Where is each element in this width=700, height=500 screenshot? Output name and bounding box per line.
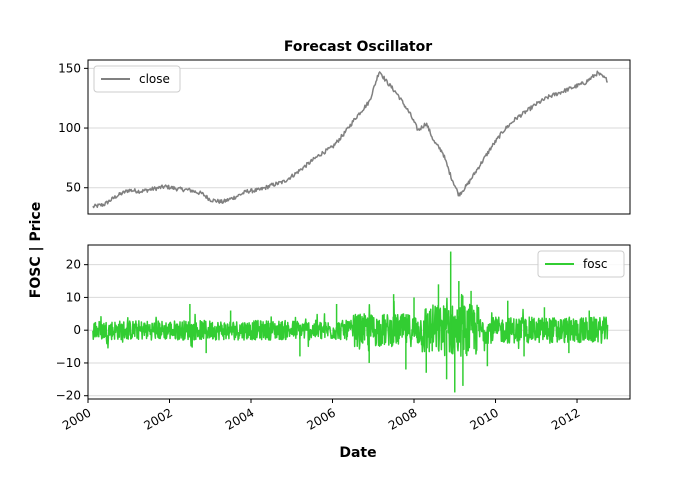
fosc-ytick-label: 10 [66, 290, 81, 304]
x-tick-label: 2010 [468, 405, 501, 432]
fosc-ytick-label: −10 [56, 356, 81, 370]
fosc-ytick-label: 0 [73, 323, 81, 337]
price-ytick-label: 150 [58, 61, 81, 75]
x-tick-label: 2006 [305, 405, 338, 432]
x-tick-label: 2004 [223, 405, 256, 432]
x-tick-label: 2000 [60, 405, 93, 432]
price-legend-box [93, 65, 181, 93]
chart-title: Forecast Oscillator [284, 39, 432, 55]
price-panel: 50 100 150 close [58, 59, 631, 215]
fosc-series-line [92, 293, 609, 357]
fosc-ytick-label: −20 [56, 389, 81, 403]
fosc-legend-box [537, 250, 625, 278]
price-ytick-label: 100 [58, 121, 81, 135]
fosc-axes-frame [87, 244, 631, 400]
x-axis-label: Date [339, 445, 376, 461]
price-legend-label: close [139, 72, 170, 86]
y-axis-label: FOSC | Price [28, 202, 44, 298]
x-tick-label: 2012 [549, 405, 582, 432]
price-series-line [92, 70, 609, 209]
price-axes-frame [87, 59, 631, 215]
price-ytick-label: 50 [66, 181, 81, 195]
fosc-ytick-label: 20 [66, 258, 81, 272]
oscillator-panel: −20 −10 0 10 20 2000 2002 2004 2006 2008 2010 2012 f… [56, 244, 631, 433]
x-tick-label: 2002 [142, 405, 175, 432]
fosc-legend-label: fosc [583, 257, 607, 271]
x-tick-label: 2008 [386, 405, 419, 432]
